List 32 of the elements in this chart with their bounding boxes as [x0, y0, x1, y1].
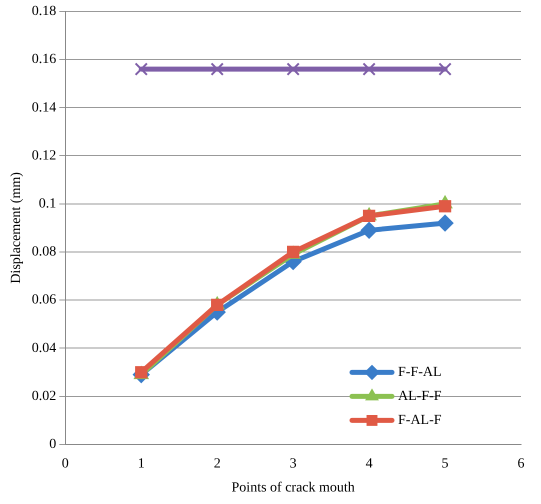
y-tick-label: 0.1	[38, 196, 56, 212]
x-tick-label: 5	[442, 456, 449, 472]
y-tick-label: 0.18	[32, 4, 56, 20]
y-tick-label: 0	[49, 437, 56, 452]
point	[211, 298, 224, 312]
point	[362, 62, 376, 76]
y-tick-label: 0.08	[32, 244, 56, 260]
point	[438, 62, 452, 76]
y-axis-title: Displacement (mm)	[9, 172, 24, 284]
y-tick-label: 0.02	[32, 388, 56, 404]
x-tick-label: 2	[214, 456, 221, 472]
point	[438, 200, 452, 212]
point	[362, 210, 376, 222]
x-tick-label: 0	[62, 456, 69, 472]
y-tick-label: 0.16	[32, 52, 56, 68]
point	[286, 62, 300, 76]
y-tick-label: 0.06	[32, 292, 56, 308]
legend-label: F-F-AL	[398, 365, 442, 380]
y-tick-label: 0.12	[32, 148, 56, 164]
legend-label: F-AL-F	[398, 413, 442, 428]
legend-label: AL-F-F	[398, 389, 442, 404]
point	[210, 62, 224, 76]
y-tick-label: 0.14	[32, 100, 56, 116]
x-tick-label: 4	[366, 456, 373, 472]
x-tick-label: 6	[518, 456, 524, 472]
point	[134, 62, 148, 76]
y-tick-label: 0.04	[32, 340, 56, 356]
x-axis-title: Points of crack mouth	[232, 480, 355, 496]
point	[360, 222, 378, 239]
x-tick-label: 1	[138, 456, 145, 472]
x-tick-label: 3	[290, 456, 297, 472]
point	[436, 214, 454, 232]
